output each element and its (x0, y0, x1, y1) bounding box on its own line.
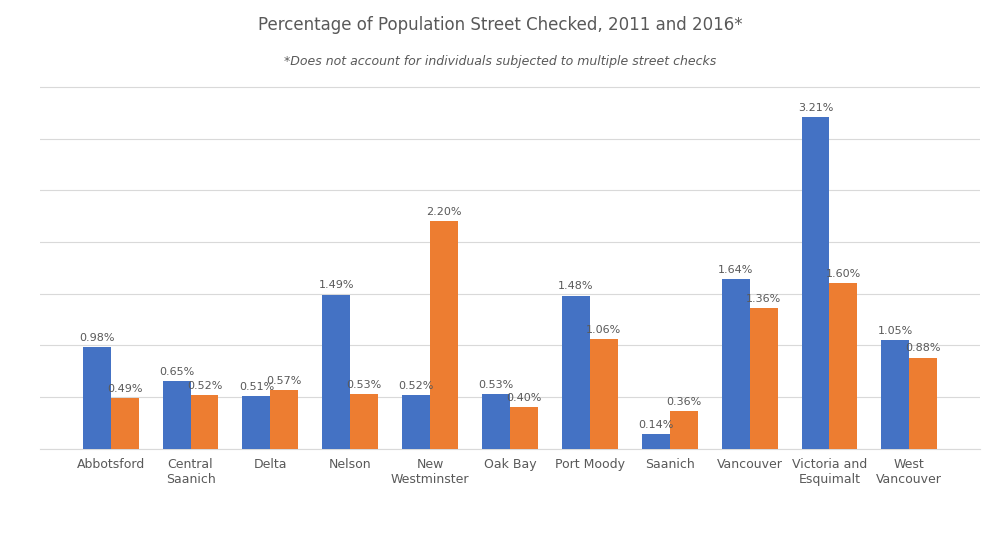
Bar (430, 221, 458, 449)
Text: 1.64%: 1.64% (718, 265, 753, 275)
Bar (562, 295, 590, 449)
Bar (590, 339, 618, 449)
Text: 0.53%: 0.53% (478, 380, 514, 389)
Text: 0.52%: 0.52% (398, 381, 434, 391)
Bar (722, 279, 750, 449)
Bar (322, 295, 350, 449)
Text: 3.21%: 3.21% (798, 103, 833, 113)
Text: 1.06%: 1.06% (586, 325, 621, 335)
Text: 0.49%: 0.49% (107, 384, 142, 394)
Bar (881, 340, 909, 449)
Bar (829, 283, 857, 449)
Bar (350, 394, 378, 449)
Bar (242, 396, 270, 449)
Bar (482, 394, 510, 449)
Bar (909, 358, 937, 449)
Text: Percentage of Population Street Checked, 2011 and 2016*: Percentage of Population Street Checked,… (258, 16, 742, 34)
Text: 0.98%: 0.98% (79, 333, 114, 343)
Text: 1.05%: 1.05% (878, 326, 913, 336)
Text: *Does not account for individuals subjected to multiple street checks: *Does not account for individuals subjec… (284, 55, 716, 68)
Bar (191, 395, 218, 449)
Bar (111, 398, 139, 449)
Bar (163, 381, 191, 449)
Text: 0.36%: 0.36% (666, 397, 701, 407)
Text: 0.57%: 0.57% (267, 375, 302, 386)
Text: 0.52%: 0.52% (187, 381, 222, 391)
Text: 0.40%: 0.40% (506, 393, 542, 403)
Bar (83, 347, 111, 449)
Text: 1.36%: 1.36% (746, 294, 781, 304)
Text: 1.48%: 1.48% (558, 282, 594, 292)
Bar (802, 117, 829, 449)
Text: 1.60%: 1.60% (826, 269, 861, 279)
Text: 2.20%: 2.20% (426, 207, 462, 217)
Bar (270, 389, 298, 449)
Bar (642, 434, 670, 449)
Text: 0.88%: 0.88% (906, 344, 941, 353)
Bar (402, 395, 430, 449)
Bar (510, 407, 538, 449)
Text: 0.14%: 0.14% (638, 420, 673, 430)
Bar (670, 411, 698, 449)
Text: 0.53%: 0.53% (347, 380, 382, 389)
Text: 1.49%: 1.49% (319, 281, 354, 290)
Bar (750, 308, 778, 449)
Text: 0.65%: 0.65% (159, 367, 194, 377)
Text: 0.51%: 0.51% (239, 382, 274, 392)
